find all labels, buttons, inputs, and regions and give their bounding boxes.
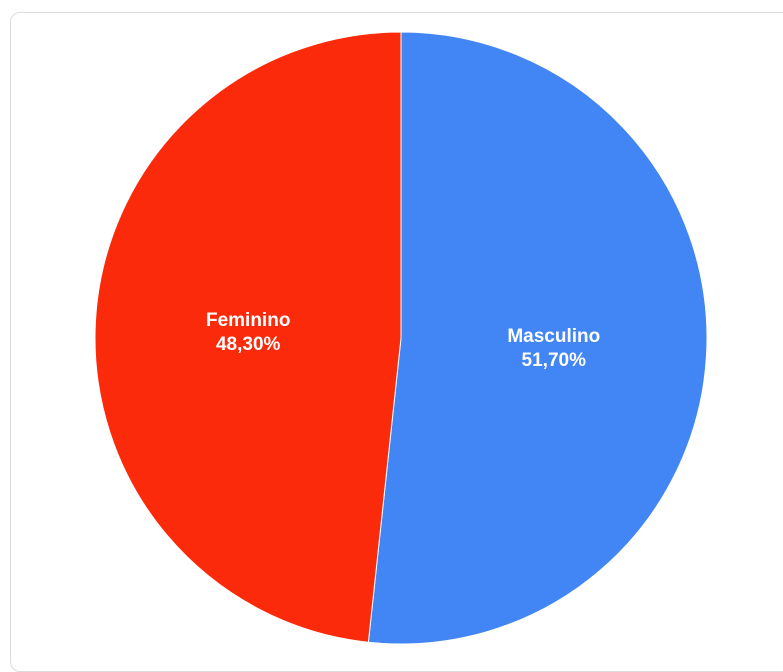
- pie-slice-feminino: [94, 31, 402, 643]
- slice-label-name: Masculino: [507, 326, 600, 347]
- slice-label-name: Feminino: [206, 310, 290, 331]
- pie-slice-masculino: [367, 31, 708, 645]
- slice-label-feminino: Feminino 48,30%: [206, 310, 290, 355]
- slice-label-value: 51,70%: [522, 350, 587, 371]
- slice-label-masculino: Masculino 51,70%: [507, 326, 600, 371]
- slice-label-value: 48,30%: [216, 334, 281, 355]
